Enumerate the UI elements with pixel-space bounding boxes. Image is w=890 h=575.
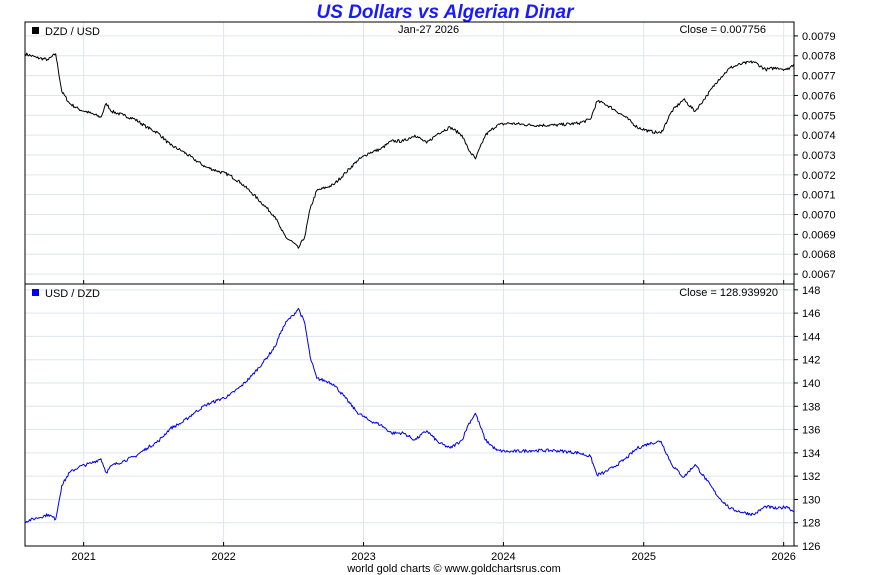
x-tick-label: 2022 [211,551,235,563]
y-tick-label: 0.0076 [802,90,836,102]
y-tick-label: 148 [802,285,820,297]
bottom-legend-label: USD / DZD [45,288,100,300]
y-tick-label: 0.0075 [802,110,836,122]
series-line [24,307,794,523]
y-tick-label: 0.0068 [802,249,836,261]
y-tick-label: 0.0078 [802,51,836,63]
series-line [24,52,795,249]
y-tick-label: 142 [802,355,820,367]
y-tick-label: 126 [802,541,820,553]
y-tick-label: 0.0070 [802,210,836,222]
y-tick-label: 132 [802,471,820,483]
x-tick-label: 2021 [71,551,95,563]
chart-title: US Dollars vs Algerian Dinar [316,2,574,23]
series-layer [24,52,795,523]
y-tick-label: 134 [802,448,820,460]
x-tick-label: 2026 [771,551,795,563]
y-tick-label: 0.0072 [802,170,836,182]
bottom-panel-frame [24,283,795,547]
top-panel-frame [24,21,795,285]
top-legend-swatch [32,27,39,34]
y-tick-label: 0.0069 [802,229,836,241]
bottom-close-label: Close = 128.939920 [679,287,778,299]
y-tick-label: 0.0071 [802,190,836,202]
ticks-layer: 0.0067 0.0068 0.0069 0.0070 0.0071 0.0072 0.00… [71,31,835,563]
y-tick-label: 128 [802,518,820,530]
top-close-label: Close = 0.007756 [679,24,766,36]
y-tick-label: 144 [802,331,820,343]
y-tick-label: 140 [802,378,820,390]
top-date-label: Jan-27 2026 [398,24,459,36]
x-tick-label: 2023 [351,551,375,563]
y-tick-label: 138 [802,401,820,413]
y-tick-label: 0.0079 [802,31,836,43]
x-tick-label: 2024 [491,551,515,563]
bottom-legend-swatch [32,289,39,296]
x-tick-label: 2025 [631,551,655,563]
y-tick-label: 0.0077 [802,71,836,83]
y-tick-label: 0.0073 [802,150,836,162]
y-tick-label: 0.0067 [802,269,836,281]
y-tick-label: 136 [802,425,820,437]
y-tick-label: 146 [802,308,820,320]
top-legend-label: DZD / USD [45,26,100,38]
footer-credit: world gold charts © www.goldchartsrus.co… [346,563,561,575]
y-tick-label: 0.0074 [802,130,836,142]
y-tick-label: 130 [802,494,820,506]
